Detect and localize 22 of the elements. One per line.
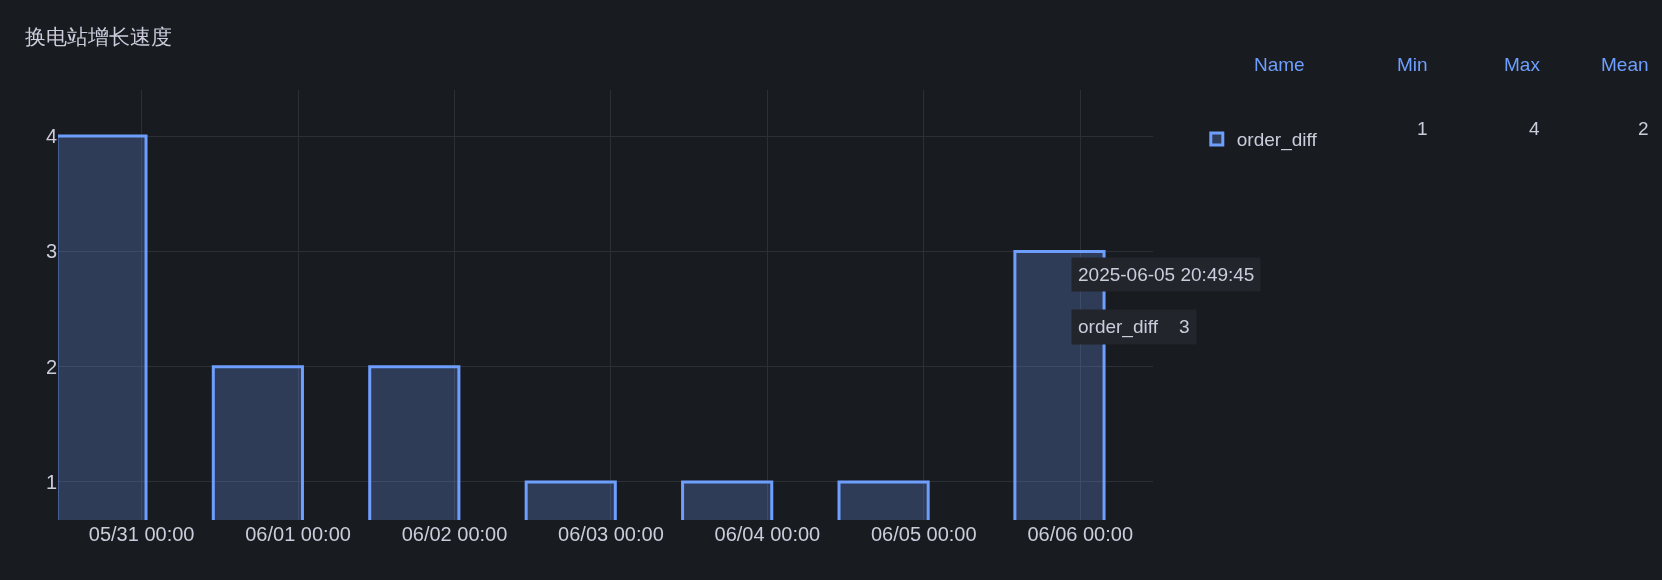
text: Name: [1254, 54, 1305, 75]
y-tick-label: 3: [45, 240, 57, 263]
annotation: 2025-06-05 20:49:45: [1078, 264, 1255, 285]
text: Mean: [1601, 54, 1649, 75]
y-tick-label: 4: [45, 125, 57, 148]
x-tick-label: 06/03 00:00: [558, 523, 664, 545]
x-tick-label: 05/31 00:00: [88, 523, 195, 545]
x-tick-label: 06/04 00:00: [714, 523, 821, 545]
x-tick-label: 06/02 00:00: [401, 523, 508, 545]
chart-title: 换电站增长速度: [24, 24, 172, 48]
x-tick-label: 06/05 00:00: [870, 523, 977, 545]
y-tick-label: 1: [45, 470, 57, 493]
text: Min: [1397, 54, 1428, 75]
legend-label: order_diff: [1236, 129, 1318, 152]
y-tick-label: 2: [45, 355, 57, 378]
annotation: order_diff 3: [1078, 316, 1190, 338]
text: 4: [1529, 118, 1540, 139]
x-tick-label: 06/01 00:00: [245, 523, 351, 545]
text: 1: [1417, 118, 1428, 139]
text: Max: [1504, 54, 1541, 75]
text: 2: [1638, 118, 1649, 139]
x-tick-label: 06/06 00:00: [1027, 523, 1134, 545]
